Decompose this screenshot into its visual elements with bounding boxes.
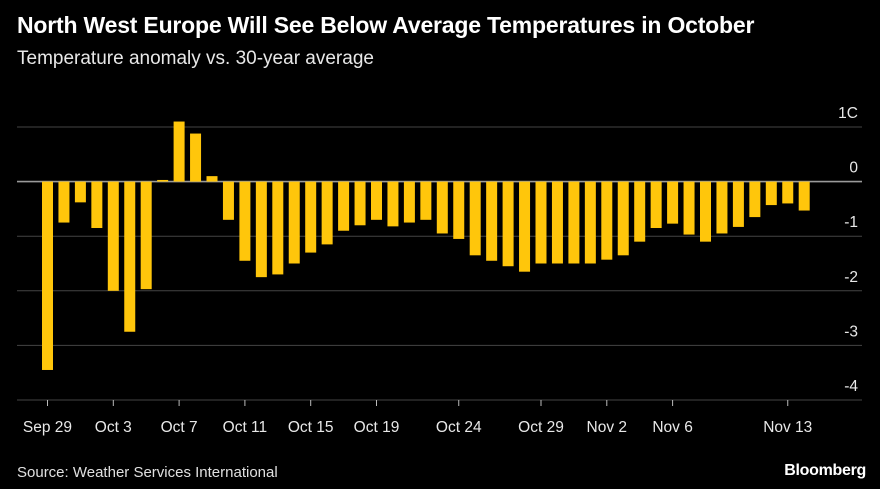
bar (321, 181, 333, 245)
x-tick-label: Oct 15 (288, 419, 334, 436)
bar (486, 181, 498, 261)
bar (683, 181, 695, 235)
bar (288, 181, 300, 264)
bar (519, 181, 531, 272)
bar (371, 181, 382, 220)
bar (650, 181, 662, 229)
bar (387, 181, 399, 227)
bar (173, 121, 185, 182)
bar (436, 181, 448, 234)
y-tick-label: 1C (838, 105, 858, 122)
bar (798, 181, 810, 211)
x-tick-label: Nov 13 (763, 419, 812, 436)
bar (107, 181, 119, 291)
bar (667, 181, 679, 224)
bar (338, 181, 350, 231)
y-tick-label: -3 (844, 323, 858, 340)
bar (732, 181, 744, 227)
bar (634, 181, 646, 242)
bar (255, 181, 267, 278)
x-tick-label: Oct 11 (223, 419, 268, 436)
bar (74, 181, 86, 203)
x-tick-label: Oct 29 (518, 419, 564, 436)
bar (420, 181, 432, 220)
bar (58, 181, 70, 223)
bar (42, 181, 53, 370)
axes: 1C 0 -1 -2 -3 -4 Sep 29 Oct 3 Oct 7 Oct 11 Oct 15 O… (23, 105, 858, 436)
x-tick-label: Oct 19 (354, 419, 400, 436)
bar (749, 181, 761, 218)
y-tick-label: -4 (844, 378, 858, 395)
x-tick-label: Nov 6 (652, 419, 693, 436)
x-tick-label: Oct 3 (95, 419, 132, 436)
bar (140, 181, 152, 290)
bar (272, 181, 284, 275)
y-tick-label: 0 (849, 160, 858, 177)
bar (617, 181, 629, 256)
x-tick-label: Nov 2 (587, 419, 628, 436)
bar (157, 179, 169, 182)
bar (469, 181, 481, 256)
bar (568, 181, 580, 264)
bar (716, 181, 728, 234)
x-tick-label: Sep 29 (23, 419, 72, 436)
x-tick-label: Oct 7 (161, 419, 198, 436)
bar-series (42, 121, 810, 370)
bar (551, 181, 563, 264)
bar (535, 181, 547, 264)
bar (124, 181, 136, 332)
bar (222, 181, 234, 220)
bar (239, 181, 251, 261)
bar (453, 181, 465, 239)
bar (206, 176, 218, 182)
y-tick-label: -2 (844, 269, 858, 286)
chart-title: North West Europe Will See Below Average… (17, 12, 755, 38)
bar (354, 181, 366, 226)
bloomberg-logo: Bloomberg (784, 462, 866, 479)
bar (601, 181, 613, 260)
bar (190, 133, 202, 182)
bar (91, 181, 103, 229)
bar (782, 181, 794, 204)
x-tick-label: Oct 24 (436, 419, 482, 436)
y-tick-label: -1 (844, 214, 858, 231)
bar (502, 181, 514, 267)
bar (700, 181, 711, 242)
source-note: Source: Weather Services International (17, 464, 278, 481)
chart-subtitle: Temperature anomaly vs. 30-year average (17, 48, 374, 69)
bar (765, 181, 777, 206)
bar (403, 181, 415, 223)
bar (305, 181, 317, 253)
bar (584, 181, 596, 264)
